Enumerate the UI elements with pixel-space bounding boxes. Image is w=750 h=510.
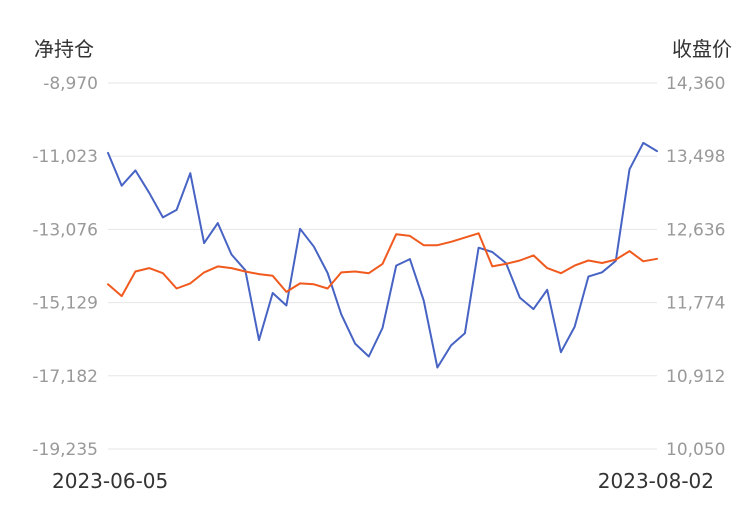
close-price-line: [107, 232, 658, 298]
right-axis-title: 收盘价: [672, 37, 732, 61]
right-axis-tick-label: 11,774: [666, 294, 725, 314]
x-axis-start-label: 2023-06-05: [52, 469, 168, 493]
left-axis-title: 净持仓: [34, 37, 94, 61]
left-axis-ticks: -8,970 -11,023 -13,076 -15,129 -17,182 -19,23…: [32, 74, 98, 460]
right-axis-ticks: 14,360 13,498 12,636 11,774 10,912 10,050: [666, 74, 725, 460]
right-axis-tick-label: 13,498: [666, 147, 725, 167]
left-axis-tick-label: -17,182: [32, 367, 98, 387]
right-axis-tick-label: 12,636: [666, 220, 725, 240]
left-axis-tick-label: -8,970: [43, 74, 98, 94]
series-lines: [107, 141, 658, 369]
left-axis-tick-label: -11,023: [32, 147, 98, 167]
grid-lines: [108, 82, 657, 450]
left-axis-tick-label: -15,129: [32, 294, 98, 314]
x-axis-end-label: 2023-08-02: [598, 469, 714, 493]
right-axis-tick-label: 10,912: [666, 367, 725, 387]
net-position-line: [107, 141, 658, 369]
right-axis-tick-label: 14,360: [666, 74, 725, 94]
left-axis-tick-label: -19,235: [32, 440, 98, 460]
right-axis-tick-label: 10,050: [666, 440, 725, 460]
left-axis-tick-label: -13,076: [32, 220, 98, 240]
